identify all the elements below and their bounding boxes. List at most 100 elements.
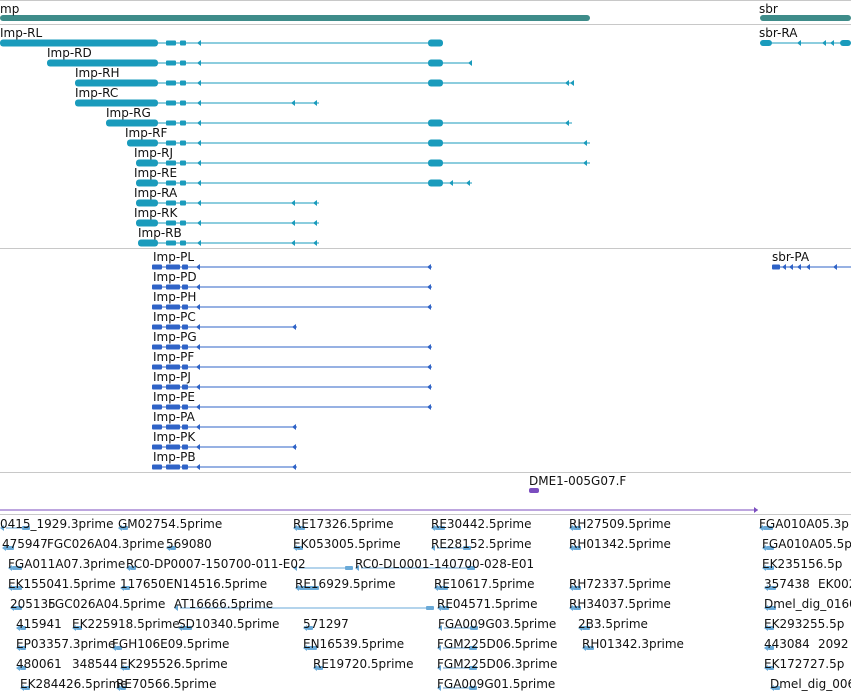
- est-block: [116, 646, 122, 650]
- est-label[interactable]: RE19720.5prime: [313, 657, 414, 671]
- protein-label[interactable]: Imp-PD: [153, 270, 197, 284]
- est-label[interactable]: EN16539.5prime: [303, 637, 405, 651]
- est-label[interactable]: 571297: [303, 617, 349, 631]
- est-label[interactable]: EK172727.5p: [764, 657, 845, 671]
- est-label[interactable]: Dmel_dig_006: [770, 677, 851, 691]
- est-label[interactable]: EK235156.5p: [762, 557, 843, 571]
- est-label[interactable]: 117650: [120, 577, 166, 591]
- est-label[interactable]: 0415_1929.3prime: [0, 517, 114, 531]
- transcript-label-sbr[interactable]: sbr-RA: [759, 26, 798, 40]
- est-label[interactable]: RE28152.5prime: [431, 537, 532, 551]
- est-label[interactable]: 357438: [764, 577, 810, 591]
- est-label[interactable]: EK155041.5prime: [8, 577, 116, 591]
- est-label[interactable]: EK293255.5p: [764, 617, 845, 631]
- exon-block: [166, 60, 176, 66]
- exon-block: [75, 99, 158, 107]
- est-label[interactable]: FGC026A04.3prime: [47, 537, 165, 551]
- transcript-label[interactable]: Imp-RE: [134, 166, 178, 180]
- est-label[interactable]: 205135: [10, 597, 56, 611]
- est-label[interactable]: 2B3.5prime: [578, 617, 648, 631]
- est-label[interactable]: FGA010A05.3p: [759, 517, 849, 531]
- est-label[interactable]: RH27509.5prime: [569, 517, 671, 531]
- strand-arrow: [833, 264, 837, 270]
- transcript-label[interactable]: Imp-RH: [75, 66, 120, 80]
- protein-label[interactable]: Imp-PB: [153, 450, 196, 464]
- est-label[interactable]: EK295526.5prime: [120, 657, 228, 671]
- est-label[interactable]: FGM225D06.5prime: [437, 637, 558, 651]
- est-label[interactable]: RH72337.5prime: [569, 577, 671, 591]
- est-label[interactable]: Dmel_dig_0160: [764, 597, 851, 611]
- est-label[interactable]: RE30442.5prime: [431, 517, 532, 531]
- est-label[interactable]: RH01342.3prime: [582, 637, 684, 651]
- exon-block: [182, 324, 188, 330]
- protein-label[interactable]: Imp-PE: [153, 390, 195, 404]
- est-label[interactable]: 475947: [2, 537, 48, 551]
- est-label[interactable]: FGC026A04.5prime: [48, 597, 166, 611]
- strand-arrow: [178, 625, 182, 631]
- est-label[interactable]: RE17326.5prime: [293, 517, 394, 531]
- transcript-label[interactable]: Imp-RC: [75, 86, 119, 100]
- est-label[interactable]: 480061: [16, 657, 62, 671]
- protein-label-sbr[interactable]: sbr-PA: [772, 250, 810, 264]
- est-label[interactable]: 2092: [818, 637, 849, 651]
- est-label[interactable]: RC0-DP0007-150700-011-E02: [126, 557, 306, 571]
- transcript-label[interactable]: Imp-RB: [138, 226, 182, 240]
- est-label[interactable]: 415941: [16, 617, 62, 631]
- transcript-label[interactable]: Imp-RL: [0, 26, 43, 40]
- est-label[interactable]: FGA010A05.5p: [762, 537, 851, 551]
- est-label[interactable]: FGA009G01.5prime: [437, 677, 556, 691]
- exon-block: [152, 364, 162, 370]
- protein-label[interactable]: Imp-PK: [153, 430, 196, 444]
- est-label[interactable]: RE70566.5prime: [116, 677, 217, 691]
- est-label[interactable]: AT16666.5prime: [174, 597, 274, 611]
- protein-label[interactable]: Imp-PG: [153, 330, 197, 344]
- est-label[interactable]: 569080: [166, 537, 212, 551]
- protein-label[interactable]: Imp-PC: [153, 310, 196, 324]
- est-label[interactable]: RC0-DL0001-140700-028-E01: [355, 557, 535, 571]
- est-label[interactable]: EK225918.5prime: [72, 617, 180, 631]
- transcript-label[interactable]: Imp-RK: [134, 206, 178, 220]
- est-label[interactable]: EK284426.5prime: [20, 677, 128, 691]
- est-label[interactable]: EP03357.3prime: [16, 637, 116, 651]
- transcript-label[interactable]: Imp-RF: [125, 126, 168, 140]
- est-label[interactable]: FGM225D06.3prime: [437, 657, 558, 671]
- strand-arrow: [292, 444, 296, 450]
- est-label[interactable]: EK053005.5prime: [293, 537, 401, 551]
- strand-arrow: [197, 140, 201, 146]
- strand-arrow: [291, 240, 295, 246]
- est-label[interactable]: EN14516.5prime: [166, 577, 268, 591]
- transcript-label[interactable]: Imp-RG: [106, 106, 151, 120]
- est-label[interactable]: RE10617.5prime: [434, 577, 535, 591]
- est-label[interactable]: FGA011A07.3prime: [8, 557, 126, 571]
- est-label[interactable]: RE04571.5prime: [437, 597, 538, 611]
- strand-arrow: [292, 324, 296, 330]
- est-label[interactable]: RH34037.5prime: [569, 597, 671, 611]
- exon-block: [166, 284, 180, 290]
- est-label[interactable]: 348544: [72, 657, 118, 671]
- est-label[interactable]: 443084: [764, 637, 810, 651]
- est-label[interactable]: RH01342.5prime: [569, 537, 671, 551]
- est-label[interactable]: GM02754.5prime: [118, 517, 223, 531]
- est-label[interactable]: FGA009G03.5prime: [438, 617, 557, 631]
- est-label[interactable]: RE16929.5prime: [295, 577, 396, 591]
- est-block: [768, 626, 774, 630]
- gene-label-imp[interactable]: mp: [0, 2, 20, 16]
- protein-label[interactable]: Imp-PA: [153, 410, 195, 424]
- est-label[interactable]: SD10340.5prime: [178, 617, 280, 631]
- est-block: [20, 626, 26, 630]
- protein-label[interactable]: Imp-PH: [153, 290, 197, 304]
- transcript-label[interactable]: Imp-RJ: [134, 146, 174, 160]
- est-block: [766, 566, 774, 570]
- transcript-label[interactable]: Imp-RA: [134, 186, 178, 200]
- protein-label[interactable]: Imp-PL: [153, 250, 195, 264]
- protein-label[interactable]: Imp-PJ: [153, 370, 191, 384]
- strand-arrow: [764, 605, 768, 611]
- protein-label[interactable]: Imp-PF: [153, 350, 195, 364]
- gene-label-sbr[interactable]: sbr: [759, 2, 778, 16]
- transcript-label[interactable]: Imp-RD: [47, 46, 92, 60]
- est-label[interactable]: FGH106E09.5prime: [112, 637, 230, 651]
- exon-block: [138, 239, 158, 247]
- clone-label[interactable]: DME1-005G07.F: [529, 474, 627, 488]
